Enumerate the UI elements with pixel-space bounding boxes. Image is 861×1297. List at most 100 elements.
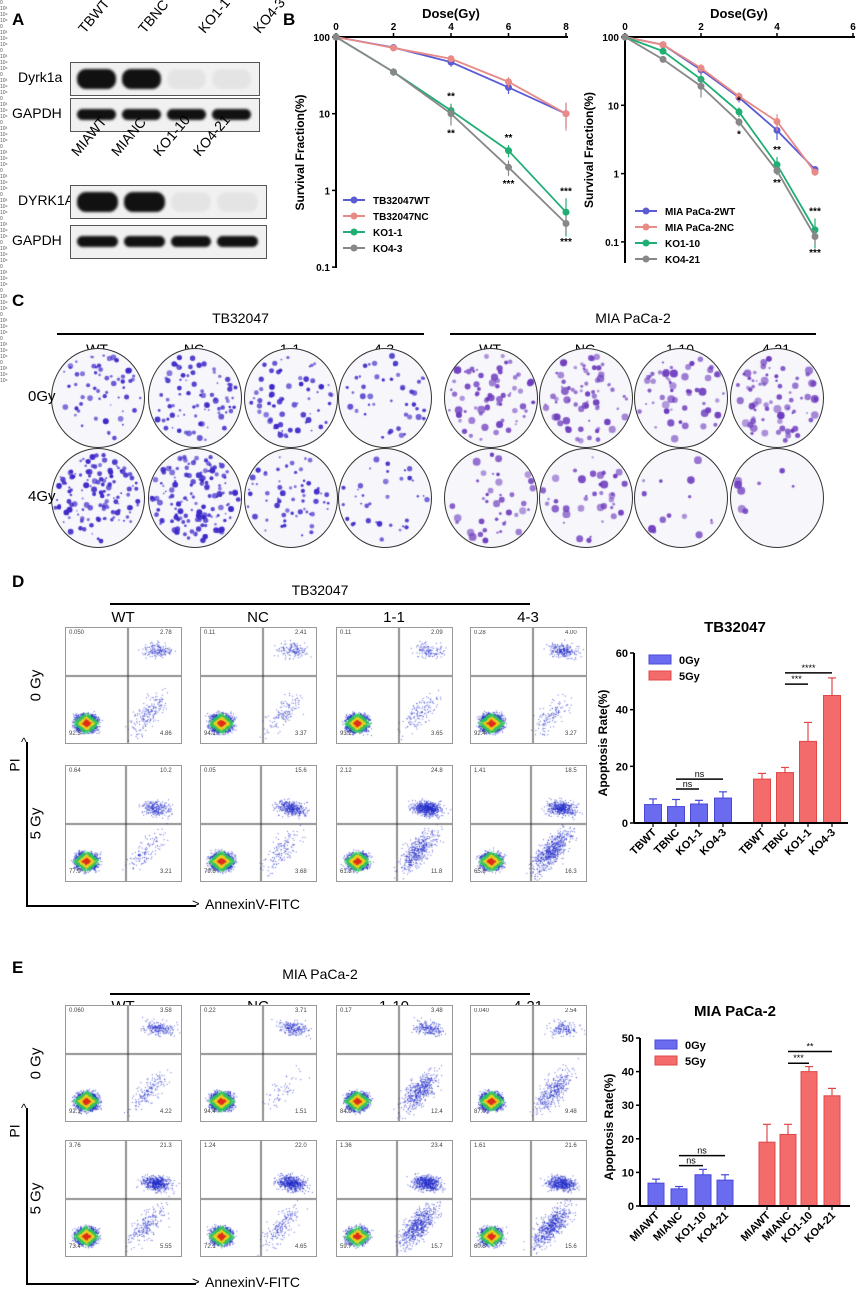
y-tick-label: 100 [602,33,619,44]
column-label: 1-1 [383,609,405,626]
quadrant-percentage: 94.4 [204,1109,216,1115]
quadrant-percentage: 1.36 [340,1143,352,1149]
significance-marker: ** [505,133,513,144]
x-tick-label: 6 [506,22,512,33]
panel-title: MIA PaCa-2 [282,966,358,982]
y-tick-label: 0.1 [605,238,619,249]
data-point [773,161,781,169]
x-tick-label: KO4-3 [698,827,729,858]
legend-swatch [648,654,672,665]
panel-label-b: B [283,10,296,29]
quadrant-percentage: 4.22 [160,1109,172,1115]
protein-band [212,109,251,120]
significance-marker: *** [560,237,572,248]
x-tick-label: 8 [563,22,569,33]
data-point [562,220,570,228]
significance-marker: ** [773,178,781,189]
data-point [562,208,570,216]
protein-band [217,236,258,247]
panel-label-c: C [12,291,25,310]
x-tick-label: 10³ [0,318,8,324]
x-tick-label: 10³ [0,174,8,180]
quadrant-percentage: 15.6 [565,1244,577,1250]
x-tick-label: 0 [0,336,3,342]
protein-band [170,192,212,212]
legend-marker [350,244,358,252]
x-tick-label: 10⁵ [0,186,8,192]
x-tick-label: 10³ [0,366,8,372]
protein-band [122,69,161,89]
legend-label: KO4-21 [665,255,700,266]
quadrant-percentage: 0.060 [69,1008,85,1014]
x-tick-label: 0 [0,72,3,78]
flow-plot [470,1140,587,1257]
quadrant-percentage: 2.78 [160,630,172,636]
flow-plot [65,1005,182,1122]
quadrant-percentage: 4.00 [565,630,577,636]
x-tick-label: 10⁴ [0,84,8,90]
x-tick-label: 10⁴ [0,60,8,66]
x-tick-label: 10⁴ [0,156,8,162]
legend-marker [642,207,650,215]
panel-label-e: E [12,958,24,977]
quadrant-percentage: 59.7 [340,1244,352,1250]
legend-label: TB32047NC [373,212,429,223]
data-point [735,118,743,126]
x-tick-label: 10⁴ [0,180,8,186]
data-point [390,68,397,76]
protein-band [167,69,206,89]
row-label: 4Gy [28,488,56,505]
legend-marker [642,255,650,263]
x-tick-label: 10⁵ [0,306,8,312]
flow-plot [65,1140,182,1257]
dyrk1a-blot [70,185,267,219]
legend-label: KO4-3 [373,244,403,255]
x-axis-arrow [26,905,196,907]
x-tick-label: 10⁵ [0,378,8,384]
colony-dish [148,448,242,548]
quadrant-percentage: 92.4 [474,731,486,737]
x-tick-label: 0 [0,168,3,174]
x-tick-label: 10³ [0,30,8,36]
x-tick-label: 0 [0,240,3,246]
colony-dish [51,448,145,548]
x-tick-label: 10⁵ [0,330,8,336]
panel-title: TB32047 [291,582,349,598]
quadrant-percentage: 65.8 [474,869,486,875]
x-tick-label: 10⁴ [0,372,8,378]
survival-chart-mia-paca2: Dose(Gy) 0 2 4 6 0.1 1 10 100 Survival Fraction(%… [582,6,856,266]
quadrant-percentage: 22.0 [295,1143,307,1149]
x-tick-label: 10⁴ [0,108,8,114]
quadrant-percentage: 1.51 [295,1109,307,1115]
quadrant-percentage: 2.41 [295,630,307,636]
colony-dish [634,448,728,548]
significance-marker: *** [560,186,572,197]
significance-marker: ** [447,129,455,140]
x-tick-label: 10³ [0,342,8,348]
colony-dish [634,348,728,448]
blot-row-label: GAPDH [12,105,62,121]
quadrant-percentage: 94.1 [204,731,216,737]
data-point [659,55,667,63]
y-axis-arrow [26,742,28,905]
blot-row-label: GAPDH [12,232,62,248]
data-point [390,44,397,52]
flow-plot [200,1140,317,1257]
y-tick-label: 10 [319,110,331,121]
quadrant-percentage: 77.9 [69,869,81,875]
protein-band [212,69,251,89]
data-point [621,33,629,41]
bar [753,778,771,824]
significance-marker: *** [809,207,821,218]
colony-dish [338,448,432,548]
x-tick-label: 10³ [0,222,8,228]
data-point [697,82,705,90]
colony-dish [244,348,338,448]
series-line [624,36,816,231]
x-tick-label: 10³ [0,78,8,84]
quadrant-percentage: 0.17 [340,1008,352,1014]
significance-marker: *** [503,179,515,190]
quadrant-percentage: 3.37 [295,731,307,737]
legend-marker [350,228,358,236]
protein-band [123,192,165,212]
